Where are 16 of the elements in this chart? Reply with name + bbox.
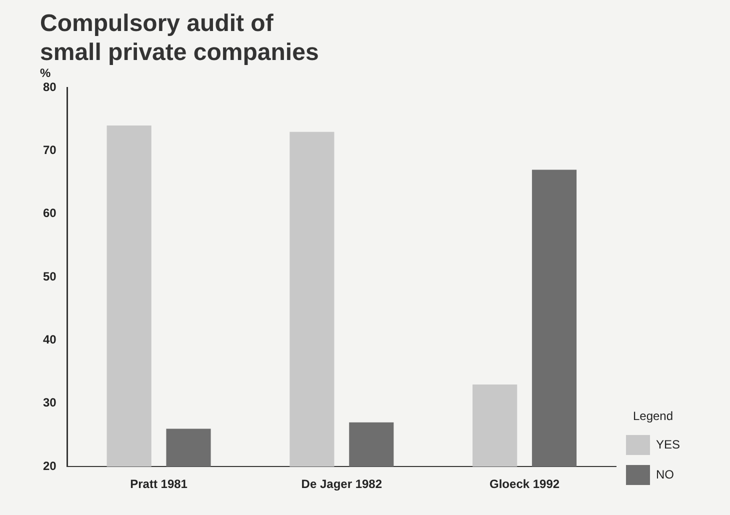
x-tick-label: Pratt 1981 [130,477,188,492]
y-tick-label: 20 [42,458,57,473]
y-tick-label: 40 [42,332,57,347]
text: Compulsory audit of [40,10,274,38]
legend-title: Legend [632,408,674,423]
y-tick-label: 50 [42,269,57,284]
legend-label: NO [656,467,674,482]
x-tick-label: Gloeck 1992 [490,477,560,492]
y-tick-label: 80 [42,80,57,94]
text: small private companies [40,38,319,66]
y-tick-label: 60 [42,206,57,220]
y-axis-title: % [40,66,52,80]
legend-label: YES [656,437,680,452]
x-tick-label: De Jager 1982 [301,477,382,492]
y-tick-label: 70 [42,143,57,158]
y-tick-label: 30 [42,396,57,410]
